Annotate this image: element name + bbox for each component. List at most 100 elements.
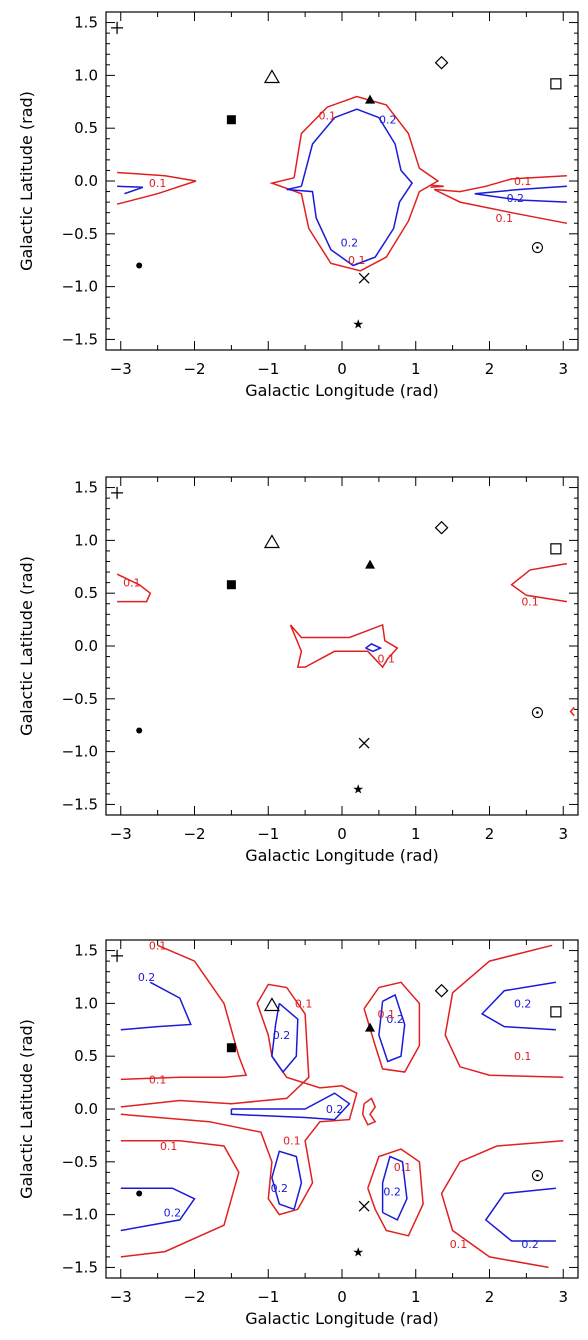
contour-level-label: 0.1 xyxy=(160,1140,178,1153)
y-tick-label: 1.0 xyxy=(74,66,98,84)
contour-line-01 xyxy=(289,623,399,669)
contour-level-label: 0.2 xyxy=(507,192,525,205)
marker-cross xyxy=(358,272,370,284)
contour-line-01 xyxy=(269,95,440,272)
marker-circle-center xyxy=(536,1174,539,1177)
x-tick-label: −2 xyxy=(183,1288,205,1306)
marker-square-filled xyxy=(226,1043,236,1053)
marker-dot xyxy=(136,262,143,269)
contour-level-label: 0.1 xyxy=(378,1008,396,1021)
contour-level-label: 0.1 xyxy=(295,997,313,1010)
marker-star: ★ xyxy=(352,318,364,333)
marker-circle-center xyxy=(536,246,539,249)
marker-dot xyxy=(136,1190,143,1197)
plot-frame xyxy=(105,11,579,351)
contour-level-label: 0.1 xyxy=(348,254,366,267)
contour-level-label: 0.2 xyxy=(271,1182,289,1195)
marker-circle-ring xyxy=(531,1169,543,1182)
x-tick-label: −3 xyxy=(110,360,132,378)
contour-level-label: 0.2 xyxy=(386,1013,404,1026)
marker-triangle-open xyxy=(263,534,280,549)
contour-level-label: 0.2 xyxy=(326,1103,344,1116)
y-tick-label: 1.5 xyxy=(74,942,98,960)
contour-level-label: 0.1 xyxy=(496,212,514,225)
contour-line-02 xyxy=(120,981,192,1031)
marker-circle-dot xyxy=(531,241,543,254)
x-tick-label: 2 xyxy=(485,1288,495,1306)
contour-line-01 xyxy=(444,944,564,1079)
marker-cross xyxy=(358,737,370,749)
contour-line-01 xyxy=(120,983,358,1216)
x-tick-label: 2 xyxy=(485,360,495,378)
marker-triangle-filled xyxy=(365,559,376,569)
marker-circle-dot xyxy=(531,706,543,719)
contour-level-label: 0.2 xyxy=(341,236,359,249)
y-axis-label: Galactic Latitude (rad) xyxy=(17,556,36,736)
contour-level-label: 0.1 xyxy=(149,939,167,952)
x-tick-label: 1 xyxy=(411,360,421,378)
y-tick-label: 0.0 xyxy=(74,637,98,655)
contour-level-label: 0.1 xyxy=(394,1161,412,1174)
marker-triangle-open xyxy=(263,997,280,1012)
x-tick-label: 1 xyxy=(411,825,421,843)
x-tick-label: −3 xyxy=(110,1288,132,1306)
x-tick-label: 3 xyxy=(558,1288,568,1306)
x-tick-label: 2 xyxy=(485,825,495,843)
x-tick-label: −1 xyxy=(257,1288,279,1306)
y-tick-label: −1.0 xyxy=(62,1206,98,1224)
contour-level-label: 0.1 xyxy=(123,577,141,590)
marker-square-filled xyxy=(226,115,236,125)
marker-square-filled xyxy=(226,580,236,590)
contour-line-01 xyxy=(433,174,568,225)
y-axis-label: Galactic Latitude (rad) xyxy=(17,1019,36,1199)
contour-level-label: 0.1 xyxy=(514,1050,532,1063)
contour-line-02 xyxy=(271,1002,299,1074)
y-tick-label: −0.5 xyxy=(62,225,98,243)
y-tick-label: 1.5 xyxy=(74,14,98,32)
marker-plus xyxy=(111,949,124,962)
contour-line-02 xyxy=(381,1155,408,1221)
marker-plus xyxy=(111,486,124,499)
x-tick-label: 3 xyxy=(558,360,568,378)
contour-level-label: 0.2 xyxy=(138,971,156,984)
x-tick-label: −1 xyxy=(257,360,279,378)
y-tick-label: −1.0 xyxy=(62,743,98,761)
contour-panel-1: 0.1 0.2 0.1 0.2 0.1 0.1 0.2 0.1 ★ −3 −2 −1 0 1 2 3 −1.5 −… xyxy=(17,11,579,400)
contour-line-01 xyxy=(120,1139,240,1258)
contour-line-01 xyxy=(440,1139,564,1269)
contour-line-02 xyxy=(480,981,557,1031)
contour-line-02 xyxy=(286,108,414,267)
marker-triangle-filled xyxy=(365,94,376,104)
contour-line-02 xyxy=(378,993,406,1063)
x-tick-label: 1 xyxy=(411,1288,421,1306)
marker-square-open xyxy=(550,1006,562,1018)
contour-line-01 xyxy=(430,184,444,189)
contour-line-01 xyxy=(361,1097,377,1126)
contour-line-01 xyxy=(510,562,568,603)
y-tick-label: −1.5 xyxy=(62,1258,98,1276)
contour-line-02 xyxy=(230,1092,351,1121)
y-tick-label: 0.0 xyxy=(74,1100,98,1118)
y-tick-label: 0.0 xyxy=(74,172,98,190)
marker-circle-ring xyxy=(531,241,543,254)
y-tick-label: −1.0 xyxy=(62,278,98,296)
contour-line-01 xyxy=(569,706,575,717)
contour-level-label: 0.1 xyxy=(283,1135,301,1148)
contour-level-label: 0.2 xyxy=(273,1029,291,1042)
x-tick-label: 0 xyxy=(337,360,347,378)
contour-level-label: 0.1 xyxy=(514,175,532,188)
x-tick-label: 3 xyxy=(558,825,568,843)
marker-diamond-open xyxy=(434,520,449,535)
contour-level-label: 0.1 xyxy=(378,653,396,666)
contour-line-01 xyxy=(116,573,152,603)
x-axis-label: Galactic Longitude (rad) xyxy=(245,381,439,400)
y-tick-label: 0.5 xyxy=(74,1047,98,1065)
marker-star: ★ xyxy=(352,783,364,798)
contour-line-02 xyxy=(484,1187,556,1242)
y-tick-label: 1.5 xyxy=(74,479,98,497)
marker-square-open xyxy=(550,543,562,555)
y-tick-label: −0.5 xyxy=(62,1153,98,1171)
x-tick-label: −2 xyxy=(183,360,205,378)
marker-circle-center xyxy=(536,711,539,714)
